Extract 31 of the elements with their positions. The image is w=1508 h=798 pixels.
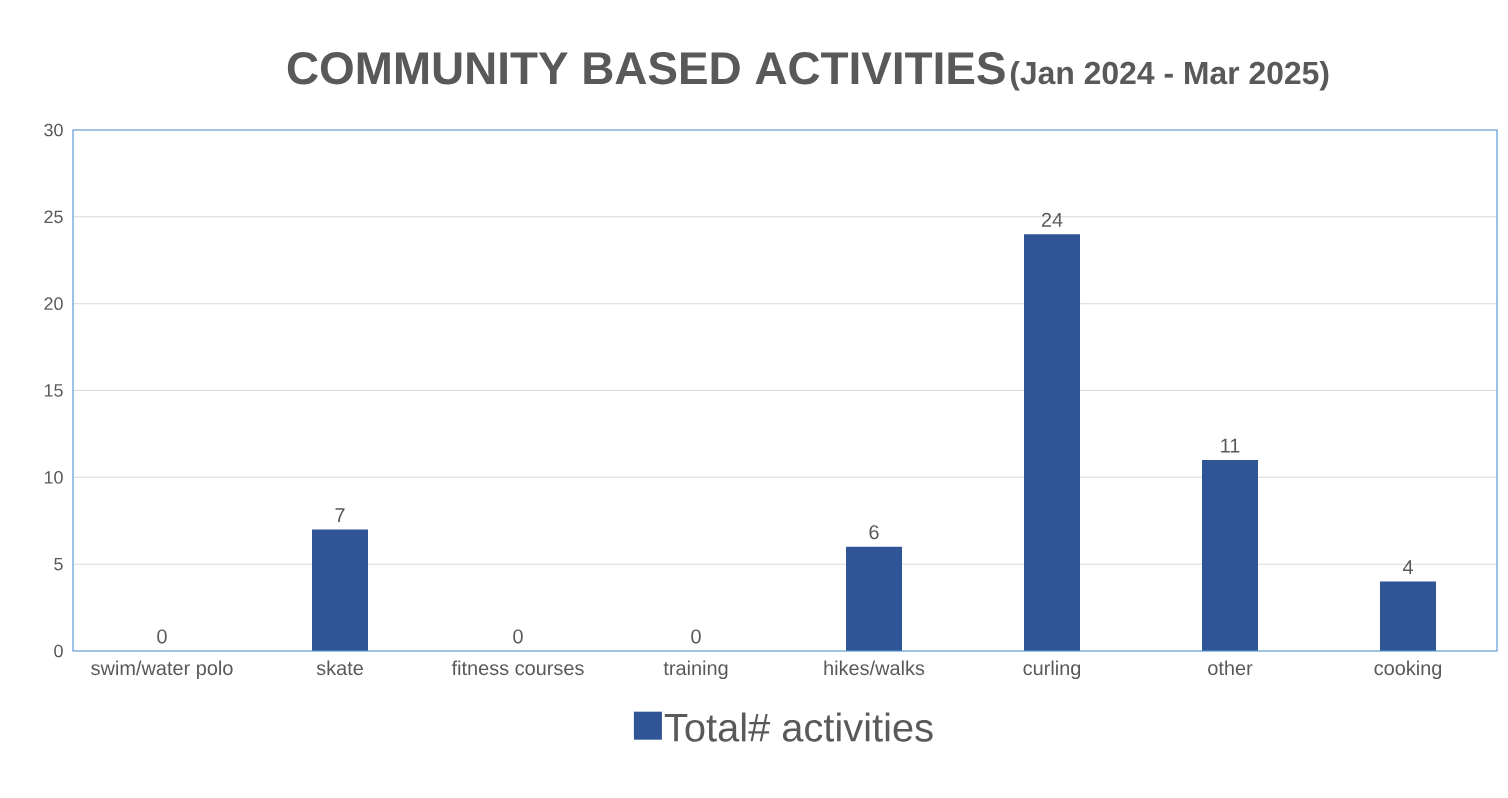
bar	[312, 529, 369, 651]
y-tick-label: 0	[54, 644, 63, 658]
bar	[1380, 581, 1437, 651]
y-tick-label: 10	[44, 470, 63, 484]
data-label: 0	[691, 629, 701, 644]
x-tick-label: hikes/walks	[824, 660, 925, 676]
y-tick-label: 20	[44, 297, 63, 310]
bar	[1024, 234, 1081, 651]
x-tick-label: cooking	[1374, 660, 1442, 680]
bar	[846, 546, 903, 651]
x-tick-label: swim/water polo	[91, 660, 233, 680]
chart-title: COMMUNITY BASED ACTIVITIES	[287, 51, 1005, 85]
x-tick-label: fitness courses	[451, 660, 584, 676]
y-tick-label: 25	[44, 210, 63, 224]
x-tick-label: skate	[316, 660, 363, 676]
data-label: 6	[869, 525, 879, 540]
y-tick-label: 15	[44, 384, 63, 397]
x-tick-label: other	[1208, 660, 1253, 676]
y-tick-label: 5	[54, 557, 63, 571]
x-tick-label: training	[663, 660, 728, 680]
x-tick-label: curling	[1023, 660, 1081, 680]
data-label: 7	[335, 508, 345, 522]
data-label: 4	[1402, 560, 1413, 575]
chart-subtitle: (Jan 2024 - Mar 2025)	[1010, 60, 1329, 91]
data-label: 0	[513, 629, 523, 644]
legend-label: Total# activities	[664, 712, 933, 742]
y-tick-label: 30	[44, 123, 63, 137]
bar	[1202, 459, 1259, 651]
data-label: 0	[157, 629, 167, 644]
data-label: 11	[1221, 438, 1240, 453]
data-label: 24	[1041, 212, 1063, 227]
